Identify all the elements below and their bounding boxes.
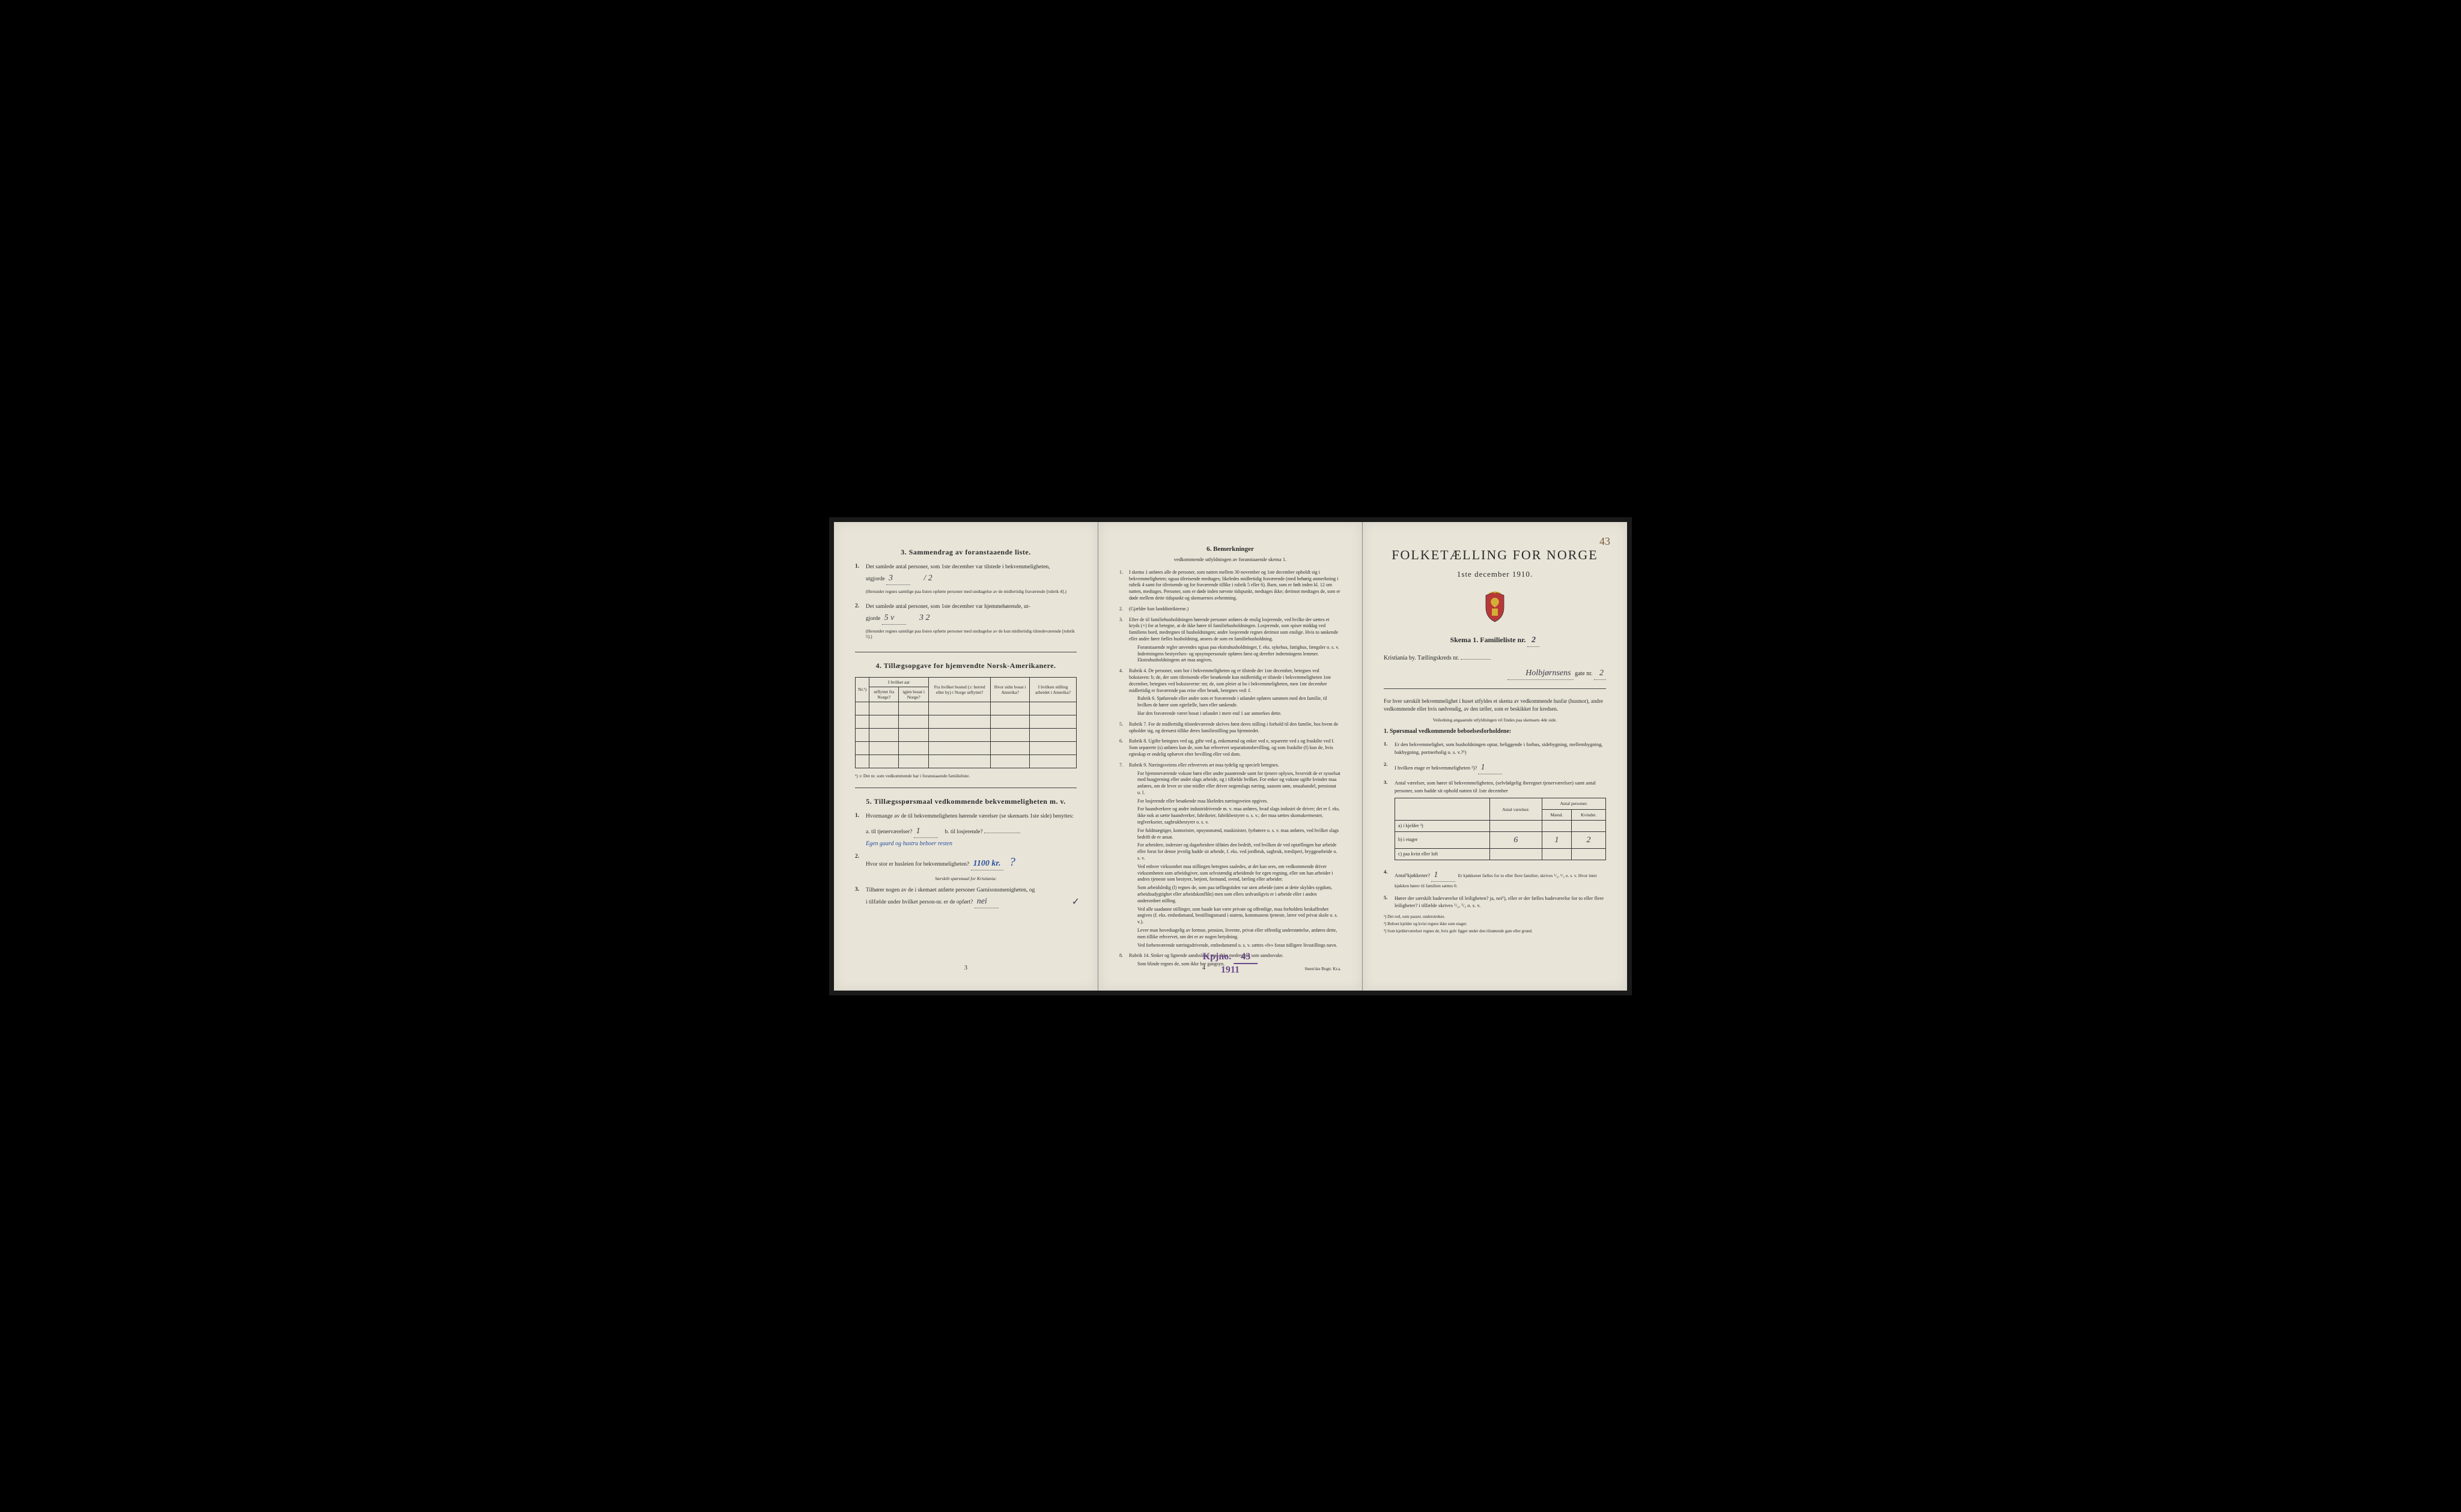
table-row: c) paa kvist eller loft bbox=[1395, 848, 1606, 860]
table-footnote: ¹) ɔ: Det nr. som vedkommende har i fora… bbox=[855, 773, 1077, 779]
page-3-summary: 3. Sammendrag av foranstaaende liste. 1.… bbox=[834, 522, 1098, 991]
table-row: a) i kjelder ³) bbox=[1395, 820, 1606, 831]
q-p3-4: 4. Antal¹kjøkkener? 1 Er kjøkkenet fælle… bbox=[1384, 869, 1606, 890]
q-p3-2: 2. I hvilken etage er bekvemmeligheten ²… bbox=[1384, 761, 1606, 774]
location-line: Kristiania by. Tællingskreds nr. bbox=[1384, 654, 1606, 663]
footnote-1: ¹) Det ord, som passer, understrekes. bbox=[1384, 914, 1606, 920]
intro-text: For hver særskilt bekvemmelighet i huset… bbox=[1384, 697, 1606, 714]
q-p3-3: 3. Antal værelser, som hører til bekvemm… bbox=[1384, 779, 1606, 864]
page-1-title: 43 FOLKETÆLLING FOR NORGE 1ste december … bbox=[1363, 522, 1627, 991]
table-row bbox=[856, 741, 1077, 754]
remarks-item: 3.Efter de til familiehusholdningen høre… bbox=[1119, 617, 1341, 664]
rooms-table: Antal værelser. Antal personer. Mænd. Kv… bbox=[1395, 798, 1606, 860]
remarks-list: 1.I skema 1 anføres alle de personer, so… bbox=[1119, 569, 1341, 968]
table-row bbox=[856, 702, 1077, 715]
section-3-title: 3. Sammendrag av foranstaaende liste. bbox=[855, 547, 1077, 557]
q-p3-1: 1. Er den bekvemmelighet, som husholdnin… bbox=[1384, 741, 1606, 756]
section-6-title: 6. Bemerkninger bbox=[1119, 545, 1341, 554]
section-1-title: 1. Spørsmaal vedkommende beboelsesforhol… bbox=[1384, 727, 1606, 736]
q5-1: 1. Hvormange av de til bekvemmeligheten … bbox=[855, 812, 1077, 848]
remarks-item: 7.Rubrik 9. Næringsveiens eller erhverve… bbox=[1119, 762, 1341, 949]
table-row: b) i etager 6 1 2 bbox=[1395, 831, 1606, 848]
section-5-title: 5. Tillægsspørsmaal vedkommende bekvemme… bbox=[855, 797, 1077, 807]
coat-of-arms-icon bbox=[1480, 591, 1510, 624]
section-4-title: 4. Tillægsopgave for hjemvendte Norsk-Am… bbox=[855, 661, 1077, 671]
q1: 1. Det samlede antal personer, som 1ste … bbox=[855, 563, 1077, 598]
table-row bbox=[856, 715, 1077, 728]
q5-2: 2. Hvor stor er husleien for bekvemmelig… bbox=[855, 853, 1077, 871]
page-4-remarks: 6. Bemerkninger vedkommende utfyldningen… bbox=[1098, 522, 1363, 991]
footnote-3: ³) Som kjelderværelser regnes de, hvis g… bbox=[1384, 929, 1606, 934]
page-number: 4 bbox=[1202, 964, 1205, 973]
table-row bbox=[856, 754, 1077, 768]
section-6-subtitle: vedkommende utfyldningen av foranstaaend… bbox=[1119, 556, 1341, 563]
printer-credit: Steen'ske Bogtr. Kr.a. bbox=[1304, 967, 1341, 973]
remarks-item: 2.(Gjælder kun landdistrikterne.) bbox=[1119, 606, 1341, 613]
footnote-2: ²) Beboet kjelder og kvist regnes ikke s… bbox=[1384, 921, 1606, 927]
remarks-item: 6.Rubrik 8. Ugifte betegnes ved ug, gift… bbox=[1119, 738, 1341, 758]
kristiania-subtitle: Særskilt spørsmaal for Kristiania: bbox=[855, 876, 1077, 882]
street-line: Holbjørnsens gate nr. 2 bbox=[1384, 667, 1606, 680]
q5-3: 3. Tilhører nogen av de i skemaet anført… bbox=[855, 886, 1077, 908]
intro-note: Veiledning angaaende utfyldningen vil fi… bbox=[1384, 717, 1606, 723]
stamp: Kpjno. 43 1911 bbox=[1203, 952, 1258, 975]
q2: 2. Det samlede antal personer, som 1ste … bbox=[855, 603, 1077, 643]
remarks-item: 4.Rubrik 4. De personer, som bor i bekve… bbox=[1119, 668, 1341, 717]
census-title: FOLKETÆLLING FOR NORGE bbox=[1384, 546, 1606, 565]
skema-line: Skema 1. Familieliste nr. 2 bbox=[1384, 634, 1606, 647]
checkmark-icon: ✓ bbox=[1072, 895, 1080, 909]
document-container: 3. Sammendrag av foranstaaende liste. 1.… bbox=[829, 517, 1632, 995]
page-number: 3 bbox=[964, 964, 967, 973]
divider bbox=[1384, 688, 1606, 689]
amerikanere-table: Nr.¹) I hvilket aar Fra hvilket bosted (… bbox=[855, 677, 1077, 768]
table-row bbox=[856, 728, 1077, 741]
census-date: 1ste december 1910. bbox=[1384, 569, 1606, 580]
q-p3-5: 5. Hører der særskilt badeværelse til le… bbox=[1384, 894, 1606, 910]
remarks-item: 1.I skema 1 anføres alle de personer, so… bbox=[1119, 569, 1341, 602]
folio-number: 43 bbox=[1599, 534, 1610, 549]
remarks-item: 5.Rubrik 7. For de midlertidig tilstedev… bbox=[1119, 721, 1341, 735]
